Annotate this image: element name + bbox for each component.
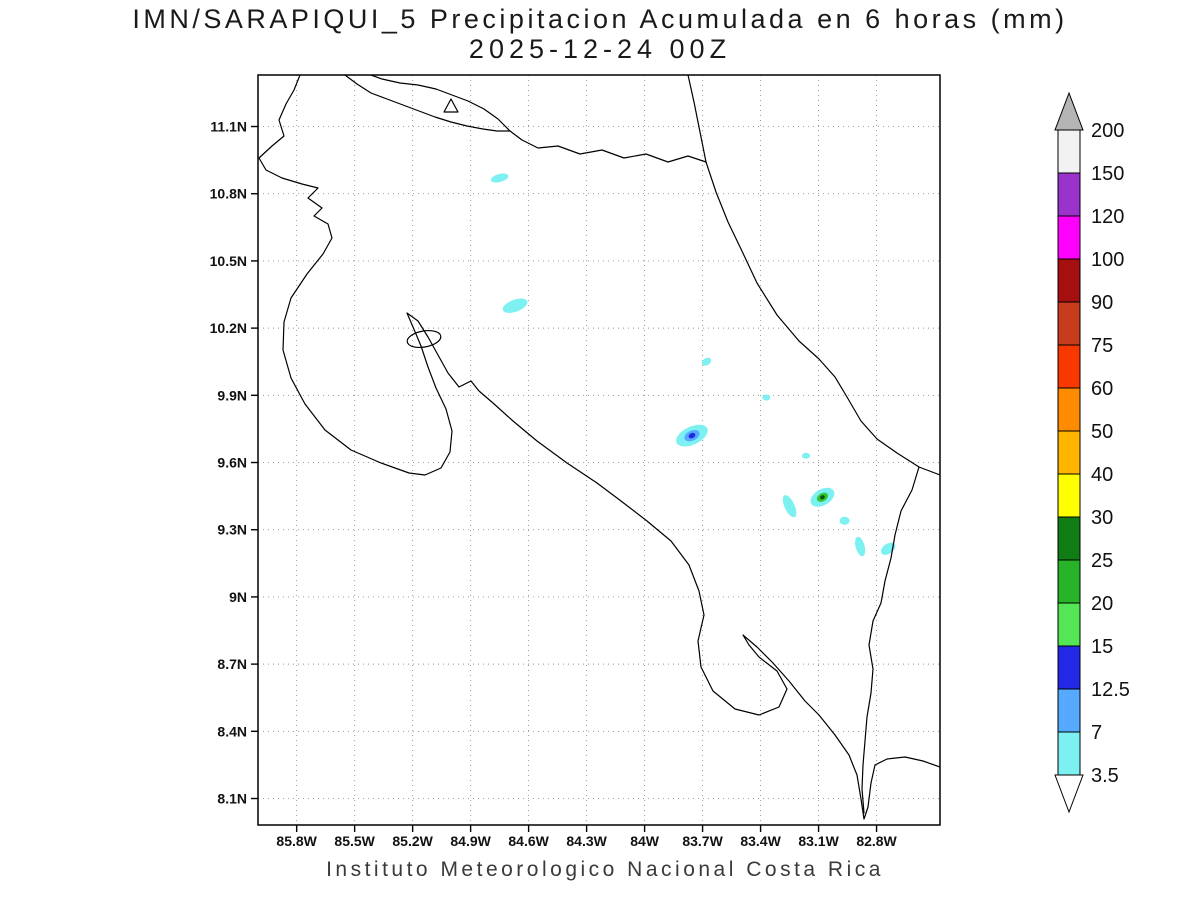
colorbar-level-label: 90: [1091, 292, 1113, 314]
colorbar-segment: [1057, 473, 1081, 518]
lon-label: 83.4W: [740, 833, 781, 849]
colorbar-arrow-top: [1054, 91, 1084, 131]
precip-cell: [810, 487, 835, 507]
colorbar-level-label: 12.5: [1091, 679, 1130, 701]
colorbar: 200 150 120 100 90 75 60 50 40 30 25 20 15 12.5 7 3.5: [1054, 91, 1130, 814]
lat-label: 11.1N: [210, 119, 247, 135]
lon-label: 84.6W: [508, 833, 549, 849]
precip-contour: [502, 298, 528, 313]
lon-label: 84.3W: [566, 833, 607, 849]
footer-credit: Instituto Meteorologico Nacional Costa R…: [326, 858, 884, 881]
precip-cell: [802, 452, 811, 459]
axis-label-layer: 85.8W 85.5W 85.2W 84.9W 84.6W 84.3W 84W 83.7W 83…: [210, 119, 898, 849]
lat-label: 10.5N: [210, 253, 247, 269]
lon-label: 84W: [630, 833, 660, 849]
colorbar-level-label: 40: [1091, 464, 1113, 486]
colorbar-level-label: 60: [1091, 378, 1113, 400]
colorbar-segment: [1057, 688, 1081, 733]
colorbar-segment: [1057, 516, 1081, 561]
precip-cell: [490, 173, 509, 183]
colorbar-level-label: 50: [1091, 421, 1113, 443]
precip-contour: [782, 495, 797, 518]
lat-label: 9.9N: [217, 387, 247, 403]
colorbar-level-label: 15: [1091, 636, 1113, 658]
precip-contour: [839, 516, 850, 525]
precip-contour: [802, 452, 811, 459]
colorbar-level-label: 30: [1091, 507, 1113, 529]
coast-layer: [258, 75, 940, 820]
lat-label: 8.1N: [217, 791, 247, 807]
lat-label: 10.8N: [210, 186, 247, 202]
figure-subtitle: 2025-12-24 00Z: [469, 34, 731, 64]
lon-label: 83.1W: [798, 833, 839, 849]
colorbar-level-label: 25: [1091, 550, 1113, 572]
colorbar-level-label: 200: [1091, 120, 1124, 142]
colorbar-segment: [1057, 215, 1081, 260]
border-panama: [861, 466, 920, 814]
colorbar-segment: [1057, 602, 1081, 647]
precip-contour: [762, 394, 771, 401]
border-nicaragua: [509, 130, 707, 163]
precip-cell: [839, 516, 850, 525]
lon-label: 82.8W: [856, 833, 897, 849]
lat-label: 10.2N: [210, 320, 247, 336]
colorbar-level-label: 3.5: [1091, 765, 1119, 787]
precip-contour: [881, 542, 896, 555]
lat-label: 9N: [229, 589, 247, 605]
lat-label: 8.4N: [217, 723, 247, 739]
colorbar-level-label: 100: [1091, 249, 1124, 271]
precip-contour: [820, 495, 825, 500]
colorbar-segment: [1057, 172, 1081, 217]
lon-label: 85.8W: [276, 833, 317, 849]
colorbar-segment: [1057, 344, 1081, 389]
ometepe-island: [443, 98, 459, 113]
colorbar-level-label: 150: [1091, 163, 1124, 185]
lat-label: 8.7N: [217, 656, 247, 672]
precip-contour: [490, 173, 509, 183]
lon-label: 85.5W: [334, 833, 375, 849]
precip-cell: [676, 424, 708, 447]
tick-layer: [251, 125, 878, 832]
colorbar-segment: [1057, 129, 1081, 174]
lake-nicaragua-sw-shore: [344, 75, 511, 132]
precip-layer: [490, 173, 896, 557]
lat-label: 9.3N: [217, 522, 247, 538]
precip-contour: [688, 432, 696, 439]
precip-cell: [502, 298, 528, 313]
colorbar-segment: [1057, 430, 1081, 475]
coastline-caribbean: [687, 75, 940, 476]
precip-cell: [782, 495, 797, 518]
colorbar-segment: [1057, 301, 1081, 346]
figure-title: IMN/SARAPIQUI_5 Precipitacion Acumulada …: [132, 4, 1067, 34]
chira-island: [406, 329, 442, 349]
colorbar-segment: [1057, 731, 1081, 776]
colorbar-segment: [1057, 258, 1081, 303]
map-frame: [257, 74, 941, 826]
lon-label: 85.2W: [392, 833, 433, 849]
precip-contour: [701, 357, 712, 366]
precip-cell: [881, 542, 896, 555]
colorbar-level-label: 20: [1091, 593, 1113, 615]
precip-cell: [855, 536, 866, 557]
lake-nicaragua-ne-shore: [370, 75, 511, 132]
precip-contour: [855, 536, 866, 557]
lon-label: 84.9W: [450, 833, 491, 849]
grid-layer: [258, 75, 940, 825]
precip-cell: [701, 357, 712, 366]
colorbar-segment: [1057, 559, 1081, 604]
lat-label: 9.6N: [217, 455, 247, 471]
colorbar-level-label: 7: [1091, 722, 1102, 744]
lon-label: 83.7W: [682, 833, 723, 849]
coastline-pacific: [258, 75, 940, 820]
colorbar-level-label: 120: [1091, 206, 1124, 228]
colorbar-segment: [1057, 645, 1081, 690]
colorbar-segment: [1057, 387, 1081, 432]
colorbar-arrow-bottom: [1054, 774, 1084, 814]
colorbar-level-label: 75: [1091, 335, 1113, 357]
precip-cell: [762, 394, 771, 401]
